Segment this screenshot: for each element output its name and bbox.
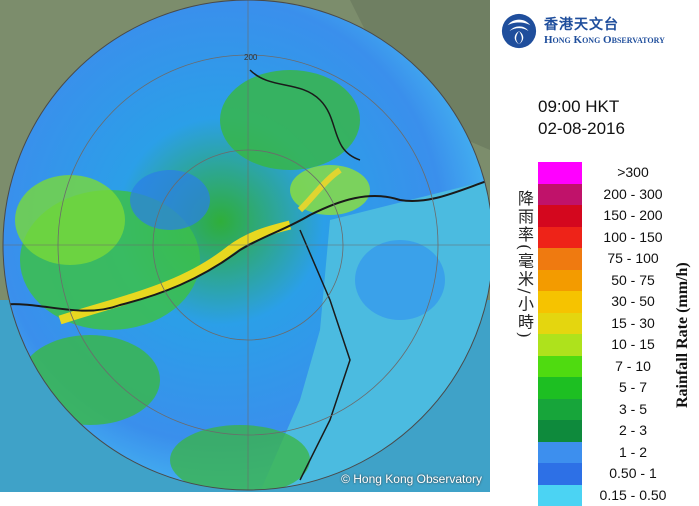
legend-label: 75 - 100 bbox=[588, 250, 678, 266]
legend-swatch bbox=[538, 184, 582, 206]
rain-cell bbox=[130, 170, 210, 230]
legend-label: 3 - 5 bbox=[588, 401, 678, 417]
legend-label: 7 - 10 bbox=[588, 358, 678, 374]
hko-logo: 香港天文台 Hong Kong Observatory bbox=[500, 10, 699, 50]
legend-label: 2 - 3 bbox=[588, 422, 678, 438]
legend-label: 100 - 150 bbox=[588, 229, 678, 245]
rain-cell bbox=[355, 240, 445, 320]
legend-swatch bbox=[538, 270, 582, 292]
radar-map: 200 © Hong Kong Observatory bbox=[0, 0, 490, 492]
logo-english-text: Hong Kong Observatory bbox=[544, 34, 665, 46]
legend-row: 0.15 - 0.50 bbox=[538, 485, 698, 506]
legend-label: 10 - 15 bbox=[588, 336, 678, 352]
legend-swatch bbox=[538, 485, 582, 506]
legend-swatch bbox=[538, 420, 582, 442]
date-label: 02-08-2016 bbox=[538, 118, 625, 140]
legend-title-chinese: 降雨率(毫米/小時) bbox=[510, 190, 536, 460]
legend-swatch bbox=[538, 291, 582, 313]
legend-title-english: Rainfall Rate (mm/h) bbox=[674, 195, 698, 475]
legend-label: 200 - 300 bbox=[588, 186, 678, 202]
legend-row: >300 bbox=[538, 162, 698, 184]
legend-label: >300 bbox=[588, 164, 678, 180]
range-label: 200 bbox=[244, 53, 258, 62]
side-panel: 香港天文台 Hong Kong Observatory 09:00 HKT 02… bbox=[490, 0, 699, 492]
legend-label: 5 - 7 bbox=[588, 379, 678, 395]
timestamp: 09:00 HKT 02-08-2016 bbox=[538, 96, 625, 140]
time-label: 09:00 HKT bbox=[538, 96, 625, 118]
legend-swatch bbox=[538, 205, 582, 227]
legend-swatch bbox=[538, 162, 582, 184]
legend-label: 0.15 - 0.50 bbox=[588, 487, 678, 503]
rain-cell bbox=[15, 175, 125, 265]
hko-logo-icon bbox=[500, 12, 538, 50]
rain-cell bbox=[220, 70, 360, 170]
legend-swatch bbox=[538, 356, 582, 378]
radar-image: 200 bbox=[0, 0, 490, 492]
legend-label: 150 - 200 bbox=[588, 207, 678, 223]
legend-swatch bbox=[538, 313, 582, 335]
legend-label: 15 - 30 bbox=[588, 315, 678, 331]
legend-swatch bbox=[538, 463, 582, 485]
legend-label: 30 - 50 bbox=[588, 293, 678, 309]
legend-swatch bbox=[538, 227, 582, 249]
legend-label: 50 - 75 bbox=[588, 272, 678, 288]
legend-swatch bbox=[538, 399, 582, 421]
legend-label: 1 - 2 bbox=[588, 444, 678, 460]
copyright-text: © Hong Kong Observatory bbox=[341, 472, 482, 486]
legend-label: 0.50 - 1 bbox=[588, 465, 678, 481]
legend-swatch bbox=[538, 334, 582, 356]
legend-swatch bbox=[538, 248, 582, 270]
legend-swatch bbox=[538, 442, 582, 464]
logo-chinese-text: 香港天文台 bbox=[544, 14, 619, 34]
legend-swatch bbox=[538, 377, 582, 399]
